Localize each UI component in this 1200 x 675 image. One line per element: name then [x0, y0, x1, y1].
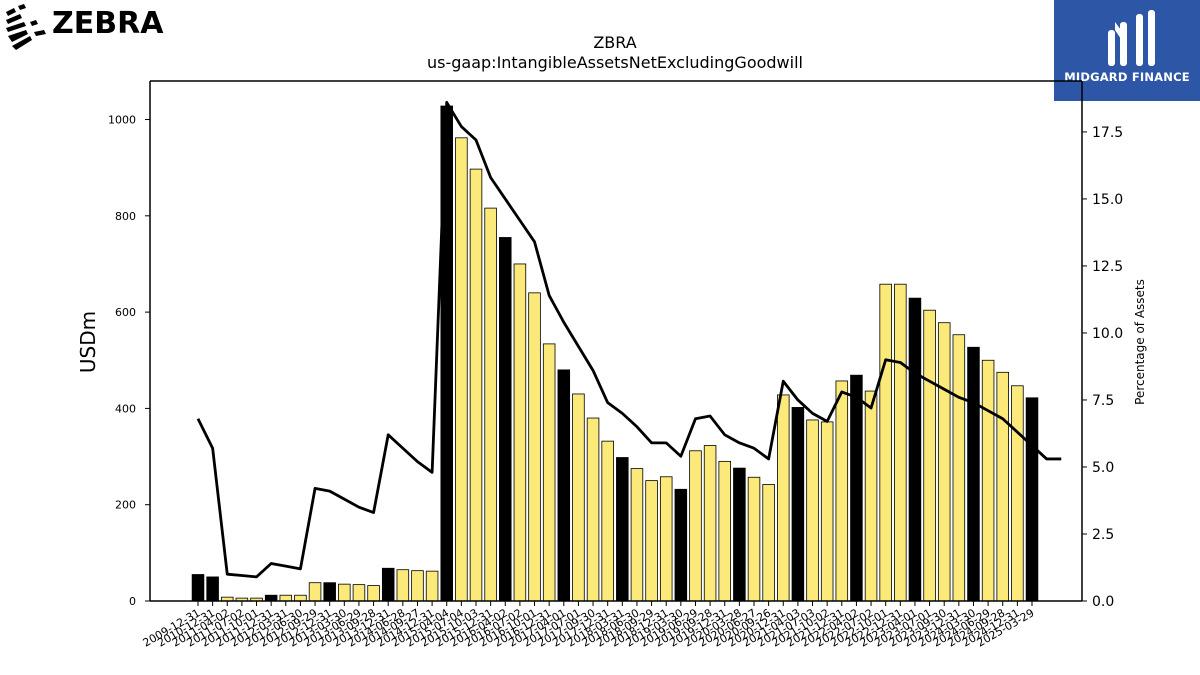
badge-label: MIDGARD FINANCE: [1064, 70, 1190, 84]
bar: [791, 407, 805, 602]
y2-axis-ticks: 0.0 2.5 5.0 7.5 10.0 12.5 15.0 17.5: [1082, 125, 1123, 610]
y2-tick-label: 2.5: [1092, 527, 1114, 543]
bar: [294, 594, 307, 602]
bar: [323, 582, 336, 602]
bar: [264, 594, 278, 602]
bar: [469, 168, 483, 602]
y2-tick-label: 10.0: [1092, 326, 1123, 342]
y2-tick-label: 15.0: [1092, 192, 1123, 208]
bar: [659, 476, 673, 602]
pct-of-assets-line: [196, 101, 1062, 579]
bar: [937, 322, 951, 602]
bar: [733, 467, 746, 602]
bar: [806, 419, 819, 602]
bar: [308, 582, 322, 602]
midgard-logo-icon: [1108, 10, 1155, 66]
bar-series: [191, 105, 1039, 602]
bar: [630, 468, 644, 602]
bar: [864, 390, 878, 602]
bar: [352, 584, 366, 602]
bar: [367, 585, 380, 602]
zebra-wordmark: ZEBRA: [52, 6, 164, 41]
axes: [149, 80, 1083, 602]
bar: [645, 480, 658, 602]
bar: [923, 309, 936, 602]
bar: [908, 297, 922, 602]
bar: [191, 574, 205, 602]
bar: [820, 421, 834, 602]
pct-line-series: [196, 101, 1062, 579]
bar: [981, 359, 995, 602]
bar: [952, 334, 966, 602]
y-axis-label: USDm: [76, 311, 100, 373]
bar: [747, 476, 761, 602]
bar: [572, 393, 585, 602]
bar: [835, 380, 849, 602]
bar: [528, 292, 541, 602]
bar: [718, 460, 731, 602]
bar: [206, 576, 219, 602]
bar: [542, 343, 556, 602]
bar: [601, 440, 614, 602]
bar: [396, 569, 410, 602]
bar: [894, 283, 907, 602]
bar: [411, 570, 424, 602]
bar: [850, 374, 863, 602]
midgard-finance-badge: MIDGARD FINANCE: [1054, 0, 1200, 101]
y-tick-label: 800: [115, 210, 136, 223]
y2-tick-label: 17.5: [1092, 125, 1123, 141]
y-tick-label: 1000: [108, 114, 136, 127]
bar: [279, 594, 293, 602]
y2-tick-label: 7.5: [1092, 393, 1114, 409]
bar: [967, 346, 980, 602]
bar: [381, 567, 395, 602]
bar: [674, 488, 688, 602]
bar: [1025, 397, 1039, 602]
chart-subtitle: us-gaap:IntangibleAssetsNetExcludingGood…: [427, 53, 803, 72]
bar: [1011, 385, 1024, 602]
bar: [425, 570, 439, 602]
zebra-logo-icon: [6, 4, 46, 50]
y2-tick-label: 0.0: [1092, 594, 1114, 610]
bar: [557, 369, 571, 602]
bar: [879, 283, 892, 602]
bar: [762, 484, 775, 602]
y2-axis-label: Percentage of Assets: [1133, 279, 1147, 405]
chart-title: ZBRA: [593, 33, 636, 52]
bar: [703, 445, 717, 602]
y-tick-label: 0: [129, 595, 136, 608]
bar: [499, 237, 512, 602]
bar: [484, 207, 497, 602]
y2-tick-label: 12.5: [1092, 259, 1123, 275]
y2-tick-label: 5.0: [1092, 460, 1114, 476]
bar: [513, 263, 527, 602]
bar: [455, 137, 468, 602]
bar: [338, 583, 351, 602]
bar: [996, 371, 1009, 602]
y-tick-label: 400: [115, 402, 136, 415]
y-axis-ticks: 0 200 400 600 800 1000: [108, 114, 150, 608]
bar: [586, 417, 600, 602]
y-tick-label: 600: [115, 306, 136, 319]
x-axis-ticks: 2009-12-312010-12-312011-04-022011-07-02…: [141, 601, 1037, 650]
bar: [616, 457, 629, 602]
bar: [777, 394, 790, 602]
bar: [689, 450, 702, 602]
y-tick-label: 200: [115, 499, 136, 512]
